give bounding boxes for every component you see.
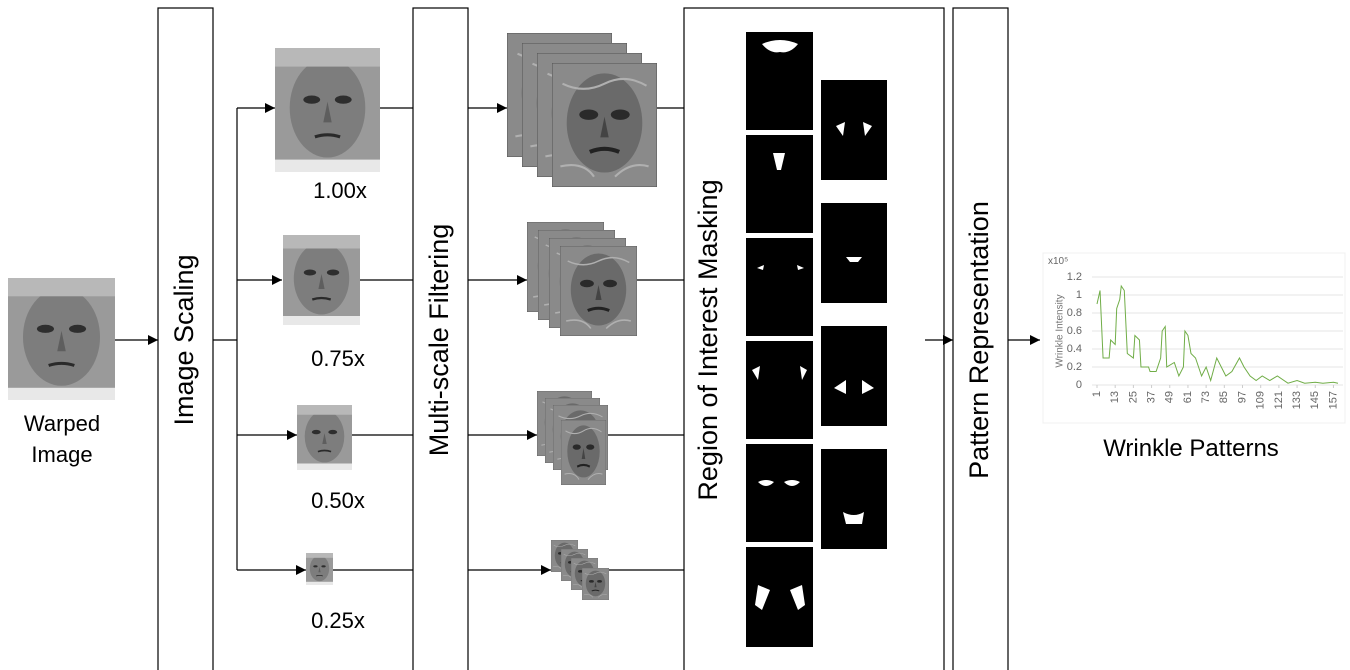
x-tick-label: 13 <box>1109 391 1121 403</box>
scaled-face <box>275 48 380 172</box>
filtered-stack <box>527 222 637 336</box>
x-tick-label: 145 <box>1309 391 1321 409</box>
y-tick-label: 0 <box>1076 379 1082 391</box>
y-tick-label: 0.8 <box>1067 307 1082 319</box>
y-axis-label: Wrinkle Intensity <box>1055 294 1066 367</box>
input-label: Warped <box>24 411 100 436</box>
stage-label: Pattern Representation <box>964 201 994 479</box>
y-tick-label: 1.2 <box>1067 271 1082 283</box>
stage-label: Image Scaling <box>169 254 199 425</box>
x-tick-label: 97 <box>1236 391 1248 403</box>
y-tick-label: 0.6 <box>1067 325 1082 337</box>
x-tick-label: 49 <box>1164 391 1176 403</box>
warped-face <box>8 278 115 400</box>
x-tick-label: 133 <box>1291 391 1303 409</box>
output-label: Wrinkle Patterns <box>1103 435 1279 462</box>
x-tick-label: 1 <box>1091 391 1103 397</box>
scale-label: 0.50x <box>311 488 365 513</box>
scale-label: 0.75x <box>311 346 365 371</box>
x-tick-label: 25 <box>1127 391 1139 403</box>
filtered-stack <box>507 33 657 187</box>
filtered-stack <box>551 540 609 600</box>
scale-label: 1.00x <box>313 178 367 203</box>
x-tick-label: 85 <box>1218 391 1230 403</box>
x-tick-label: 157 <box>1327 391 1339 409</box>
x-tick-label: 61 <box>1182 391 1194 403</box>
scaled-face <box>283 235 360 325</box>
y-multiplier: x10⁵ <box>1048 256 1068 267</box>
y-tick-label: 1 <box>1076 289 1082 301</box>
y-tick-label: 0.2 <box>1067 361 1082 373</box>
filtered-stack <box>537 391 608 485</box>
input-label: Image <box>31 442 92 467</box>
scale-label: 0.25x <box>311 608 365 633</box>
x-tick-label: 121 <box>1273 391 1285 409</box>
x-tick-label: 37 <box>1145 391 1157 403</box>
scaled-face <box>306 553 333 585</box>
stage-label: Region of Interest Masking <box>693 179 723 500</box>
x-tick-label: 73 <box>1200 391 1212 403</box>
stage-label: Multi-scale Filtering <box>424 224 454 457</box>
y-tick-label: 0.4 <box>1067 343 1082 355</box>
scaled-face <box>297 405 352 470</box>
diagram: Warped Image Image Scaling Multi-scale F… <box>0 0 1350 670</box>
x-tick-label: 109 <box>1255 391 1267 409</box>
